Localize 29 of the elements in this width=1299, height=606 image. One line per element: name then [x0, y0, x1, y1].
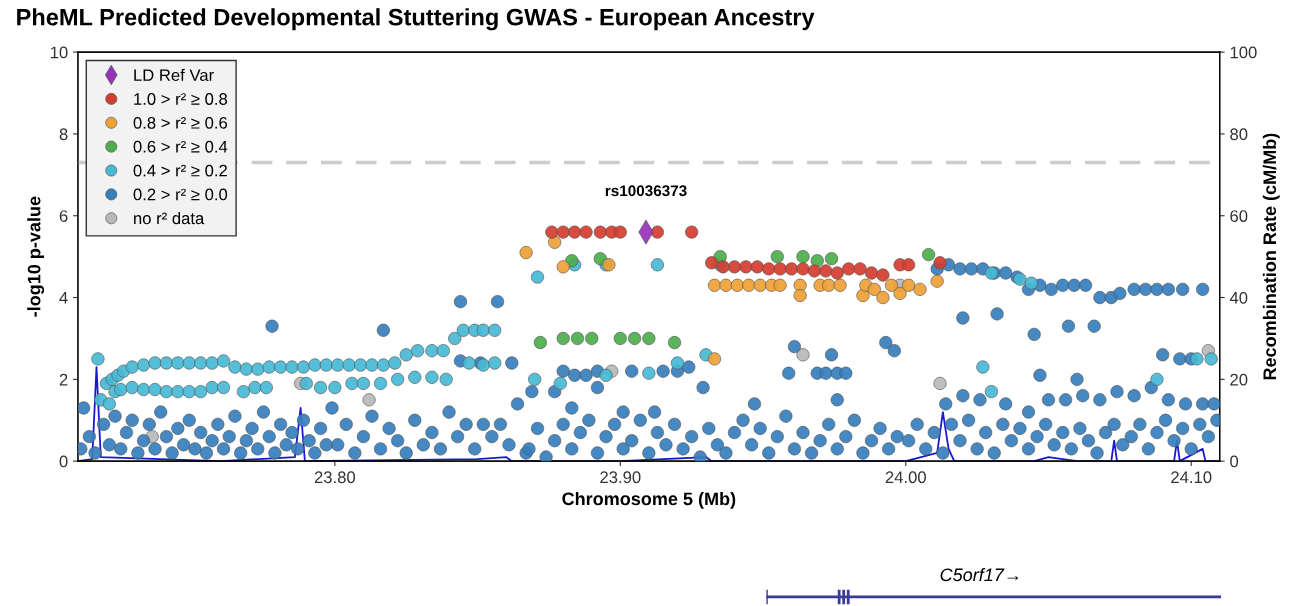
- x-tick-label: 24.00: [885, 471, 926, 484]
- y-tick-label: 0: [59, 455, 68, 468]
- y2-tick-label: 20: [1230, 373, 1248, 386]
- x-tick-label: 24.10: [1171, 471, 1212, 484]
- y-axis-title: -log10 p-value: [27, 196, 45, 317]
- y2-tick-label: 60: [1230, 210, 1248, 222]
- y2-tick-label: 40: [1229, 291, 1248, 304]
- legend-label: 0.6 > r² ≥ 0.4: [133, 140, 228, 153]
- y-tick-label: 8: [59, 128, 68, 141]
- text: C5orf17→: [940, 567, 1019, 582]
- legend-label: 1.0 > r² ≥ 0.8: [134, 93, 228, 105]
- y-tick-label: 4: [59, 292, 68, 304]
- y2-tick-label: 80: [1230, 128, 1248, 141]
- y-tick-label: 10: [50, 46, 68, 59]
- y-tick-label: 2: [59, 373, 68, 386]
- y2-tick-label: 0: [1230, 455, 1239, 468]
- legend-label: no r² data: [134, 212, 205, 225]
- x-tick-label: 23.80: [314, 471, 356, 484]
- y2-axis-title: Recombination Rate (cM/Mb): [1262, 133, 1280, 380]
- x-tick-label: 23.90: [600, 471, 641, 484]
- y-tick-label: 6: [59, 210, 68, 222]
- y2-tick-label: 100: [1230, 46, 1257, 59]
- legend-label: 0.4 > r² ≥ 0.2: [133, 164, 227, 177]
- legend-label: 0.2 > r² ≥ 0.0: [133, 188, 228, 201]
- x-axis-title: Chromosome 5 (Mb): [562, 491, 736, 509]
- legend-label: LD Ref Var: [134, 68, 214, 82]
- chart-title: PheML Predicted Developmental Stuttering GWAS - European Ancestry: [17, 8, 815, 31]
- annotation: rs10036373: [605, 185, 687, 197]
- legend-label: 0.8 > r² ≥ 0.6: [133, 116, 228, 129]
